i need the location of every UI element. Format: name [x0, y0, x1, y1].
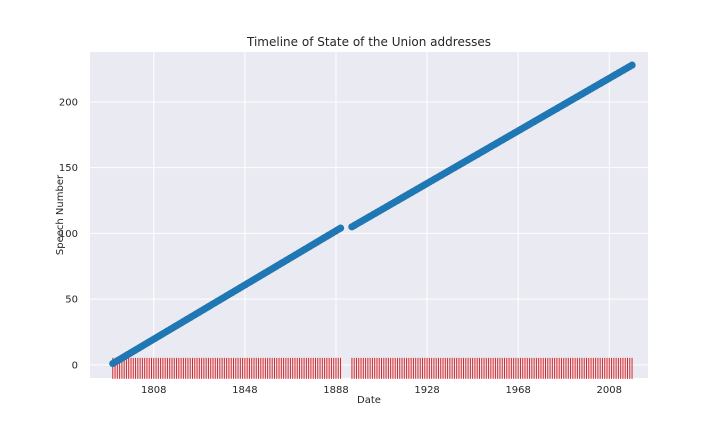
data-point [336, 224, 345, 232]
y-axis-ticks: 0 50 100 150 200 [59, 97, 78, 371]
chart-title: Timeline of State of the Union addresses [246, 35, 491, 49]
x-tick-label: 1848 [232, 385, 257, 396]
rug-ticks [112, 357, 633, 379]
x-tick-label: 2008 [597, 385, 622, 396]
data-point [628, 61, 636, 69]
y-tick-label: 100 [59, 229, 78, 240]
data-points [109, 61, 636, 368]
x-axis-ticks: 1808 1848 1888 1928 1968 2008 [141, 385, 622, 396]
x-tick-label: 1888 [323, 385, 348, 396]
y-axis-label: Speech Number [55, 174, 66, 255]
x-tick-label: 1968 [505, 385, 530, 396]
y-tick-label: 50 [65, 295, 78, 306]
x-tick-label: 1928 [414, 385, 439, 396]
y-tick-label: 150 [59, 163, 78, 174]
y-tick-label: 0 [72, 360, 78, 371]
x-axis-label: Date [357, 395, 381, 406]
x-tick-label: 1808 [141, 385, 166, 396]
y-tick-label: 200 [59, 97, 78, 108]
